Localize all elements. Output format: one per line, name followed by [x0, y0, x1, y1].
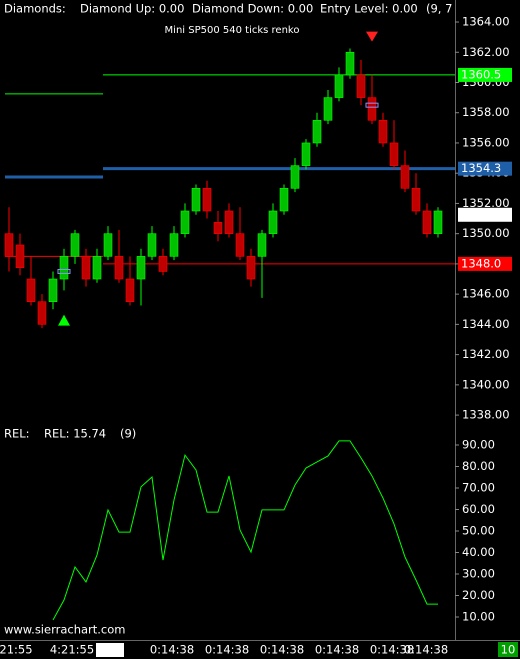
- last-price-box: [458, 207, 512, 222]
- candle-body: [37, 301, 47, 325]
- candle-body: [26, 278, 36, 302]
- candle-body: [224, 210, 234, 234]
- candle-body: [367, 97, 377, 121]
- footer: www.sierrachart.com: [4, 623, 126, 637]
- y-tick-label: 40.00: [462, 545, 495, 559]
- x-tick-label: 0:14:38: [205, 643, 249, 657]
- x-tick-label: 0:14:38: [260, 643, 304, 657]
- y-tick-label: 1356.00: [462, 135, 510, 149]
- candle-body: [169, 233, 179, 257]
- entry-mark: [57, 268, 71, 274]
- x-tick-label: 0:14:38: [370, 643, 414, 657]
- candle-body: [48, 278, 58, 302]
- candle-body: [257, 233, 267, 257]
- y-tick-label: 1340.00: [462, 377, 510, 391]
- candle-body: [114, 256, 124, 280]
- corner-box: [498, 642, 518, 657]
- candle-body: [312, 119, 322, 144]
- candle-body: [290, 165, 300, 189]
- header-item: Entry Level: 0.00: [320, 2, 418, 16]
- y-tick-label: 1338.00: [462, 408, 510, 422]
- y-tick-label: 1346.00: [462, 287, 510, 301]
- chart-title: Mini SP500 540 ticks renko: [165, 25, 300, 36]
- y-tick-label: 30.00: [462, 567, 495, 581]
- y-tick-label: 1350.00: [462, 226, 510, 240]
- x-tick-label: 5-11: [97, 643, 123, 657]
- indicator-header: REL:: [4, 427, 30, 441]
- y-tick-label: 50.00: [462, 524, 495, 538]
- x-tick-label: 4:21:55: [50, 643, 94, 657]
- x-tick-label: 0:14:38: [150, 643, 194, 657]
- level-label: 1348.0: [461, 256, 501, 270]
- level-box: [458, 161, 512, 176]
- corner-label: 10: [501, 643, 516, 657]
- candle-body: [125, 278, 135, 302]
- candle-body: [323, 97, 333, 121]
- candle-body: [268, 210, 278, 234]
- candle-body: [191, 188, 201, 212]
- y-tick-label: 60.00: [462, 502, 495, 516]
- diamond-down: [366, 31, 378, 42]
- y-tick-label: 90.00: [462, 438, 495, 452]
- candle-body: [235, 233, 245, 257]
- indicator-line: [52, 440, 438, 621]
- candle-body: [334, 74, 344, 98]
- y-tick-label: 1344.00: [462, 317, 510, 331]
- candle-body: [246, 256, 256, 280]
- candle-body: [400, 165, 410, 189]
- y-tick-label: 80.00: [462, 459, 495, 473]
- y-tick-label: 70.00: [462, 481, 495, 495]
- candle-body: [389, 142, 399, 166]
- header-item: (9, 7: [426, 2, 452, 16]
- candle-body: [103, 233, 113, 257]
- last-price-label: 1351.25: [461, 207, 509, 221]
- candle-body: [158, 256, 168, 272]
- indicator-header: REL: 15.74: [44, 427, 106, 441]
- candle-body: [15, 244, 25, 268]
- level-label: 1354.3: [461, 161, 501, 175]
- x-tick-label: 21:55: [0, 643, 33, 657]
- entry-mark: [365, 102, 379, 108]
- candle-body: [59, 256, 69, 280]
- candle-body: [136, 256, 146, 280]
- candle-body: [202, 188, 212, 212]
- y-tick-label: 20.00: [462, 588, 495, 602]
- y-tick-label: 1342.00: [462, 347, 510, 361]
- candle-body: [213, 222, 223, 234]
- candle-body: [301, 142, 311, 166]
- y-tick-label: 1362.00: [462, 45, 510, 59]
- candle-body: [422, 210, 432, 234]
- y-tick-label: 10.00: [462, 610, 495, 624]
- level-box: [458, 67, 512, 82]
- indicator-header: (9): [120, 427, 136, 441]
- candle-body: [345, 51, 355, 76]
- y-tick-label: 1352.00: [462, 196, 510, 210]
- candle-body: [4, 233, 14, 257]
- y-tick-label: 1358.00: [462, 105, 510, 119]
- header-item: Diamond Down: 0.00: [192, 2, 313, 16]
- header-item: Diamonds:: [4, 2, 66, 16]
- candle-body: [433, 210, 443, 234]
- candle-body: [356, 74, 366, 98]
- candle-body: [92, 256, 102, 280]
- x-label-highlight: [96, 643, 124, 657]
- candle-body: [147, 233, 157, 257]
- level-label: 1360.5: [461, 67, 501, 81]
- candle-body: [411, 188, 421, 212]
- header-item: Diamond Up: 0.00: [80, 2, 184, 16]
- x-tick-label: 0:14:38: [315, 643, 359, 657]
- level-box: [458, 256, 512, 271]
- candle-body: [378, 119, 388, 144]
- candle-body: [180, 210, 190, 234]
- candle-body: [279, 188, 289, 212]
- diamond-up: [58, 314, 70, 326]
- y-tick-label: 1364.00: [462, 15, 510, 29]
- x-tick-label: 0:14:38: [404, 643, 448, 657]
- candle-body: [81, 256, 91, 280]
- candle-body: [70, 233, 80, 257]
